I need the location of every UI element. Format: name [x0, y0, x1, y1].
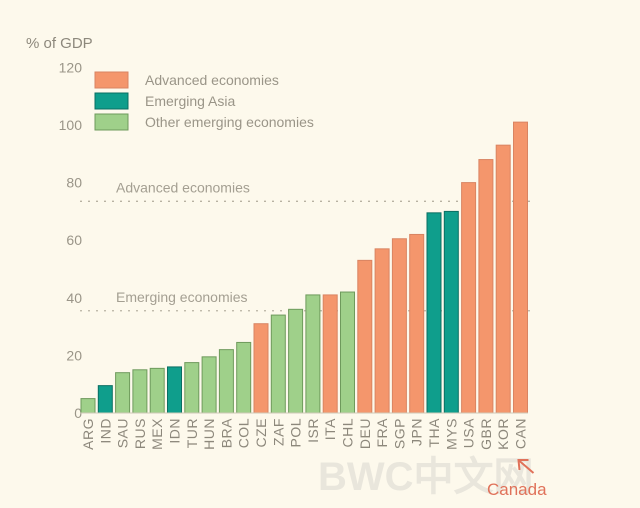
- bar-fra: [374, 248, 390, 414]
- x-tick-label: KOR: [495, 418, 511, 450]
- x-tick-label: THA: [426, 418, 442, 448]
- x-tick-label: DEU: [357, 418, 373, 449]
- bar-col: [236, 341, 252, 414]
- y-tick-label: 120: [59, 59, 83, 75]
- y-tick-label: 100: [59, 117, 83, 133]
- annotations: Canada: [487, 459, 547, 499]
- x-tick-label: RUS: [132, 418, 148, 449]
- x-tick-label: IND: [97, 418, 113, 444]
- x-tick-label: COL: [236, 418, 252, 448]
- bar-ita: [322, 294, 338, 414]
- bar-jpn: [409, 233, 425, 414]
- x-tick-label: CAN: [513, 418, 529, 449]
- bar-cze: [253, 323, 269, 414]
- x-tick-label: TUR: [184, 418, 200, 448]
- bar-idn: [167, 366, 182, 414]
- y-tick-label: 60: [66, 232, 82, 248]
- bar-sau: [115, 372, 131, 414]
- bar-can: [513, 121, 528, 414]
- bar-usa: [461, 182, 477, 414]
- reference-line-label: Advanced economies: [116, 179, 250, 195]
- bar-tha: [426, 212, 442, 414]
- y-tick-label: 20: [66, 347, 82, 363]
- bar-bra: [218, 349, 234, 414]
- bars: [80, 121, 528, 414]
- bar-mex: [149, 367, 165, 414]
- y-axis-label: % of GDP: [26, 35, 93, 52]
- bar-chl: [340, 291, 355, 414]
- x-tick-label: IDN: [167, 418, 183, 444]
- x-tick-label: ARG: [80, 418, 96, 450]
- x-tick-label: SGP: [391, 418, 407, 449]
- x-tick-label: HUN: [201, 418, 217, 450]
- legend-label-other: Other emerging economies: [145, 114, 314, 130]
- legend-swatch-advanced: [94, 71, 129, 89]
- y-tick-label: 80: [66, 175, 82, 191]
- bar-zaf: [270, 314, 286, 414]
- annotation-arrowhead-icon: [517, 459, 529, 471]
- annotation-arrow-icon: [518, 460, 535, 474]
- bar-rus: [132, 369, 148, 414]
- legend-swatch-asia: [94, 92, 129, 110]
- x-tick-label: ZAF: [270, 418, 286, 446]
- y-tick-label: 40: [66, 290, 82, 306]
- x-tick-label: SAU: [115, 418, 131, 448]
- x-tick-label: ISR: [305, 418, 321, 443]
- x-tick-label: MEX: [149, 418, 165, 450]
- reference-line-label: Emerging economies: [116, 289, 248, 305]
- bar-gbr: [478, 159, 494, 414]
- watermark: BWC中文网: [318, 455, 534, 499]
- legend: Advanced economies Emerging Asia Other eme…: [94, 71, 314, 131]
- legend-label-advanced: Advanced economies: [145, 72, 279, 88]
- bar-mys: [443, 210, 459, 414]
- x-tick-label: JPN: [409, 418, 425, 446]
- bar-hun: [201, 356, 217, 414]
- x-tick-label: BRA: [218, 418, 234, 448]
- bar-deu: [357, 259, 373, 414]
- x-tick-label: ITA: [322, 418, 338, 440]
- legend-swatch-other: [94, 113, 129, 131]
- bar-sgp: [391, 238, 407, 414]
- y-axis-ticks: 0 20 40 60 80 100 120: [59, 59, 83, 421]
- bar-kor: [495, 144, 511, 414]
- bar-pol: [288, 308, 304, 414]
- x-tick-label: CZE: [253, 418, 269, 448]
- x-tick-label: POL: [288, 418, 304, 448]
- reference-lines: Advanced economies Emerging economies: [80, 179, 530, 312]
- bar-ind: [97, 385, 113, 414]
- legend-label-asia: Emerging Asia: [145, 93, 235, 109]
- x-tick-label: USA: [461, 418, 477, 448]
- x-tick-label: GBR: [478, 418, 494, 450]
- x-tick-label: CHL: [340, 418, 356, 448]
- bar-arg: [80, 398, 96, 414]
- bar-tur: [184, 362, 200, 414]
- y-tick-label: 0: [74, 405, 82, 421]
- annotation-label: Canada: [487, 480, 547, 499]
- x-axis-labels: ARG IND SAU RUS MEX IDN TUR HUN BRA COL CZE ZAF POL I…: [80, 418, 529, 450]
- x-tick-label: FRA: [374, 418, 390, 448]
- bar-isr: [305, 294, 321, 414]
- x-tick-label: MYS: [443, 418, 459, 450]
